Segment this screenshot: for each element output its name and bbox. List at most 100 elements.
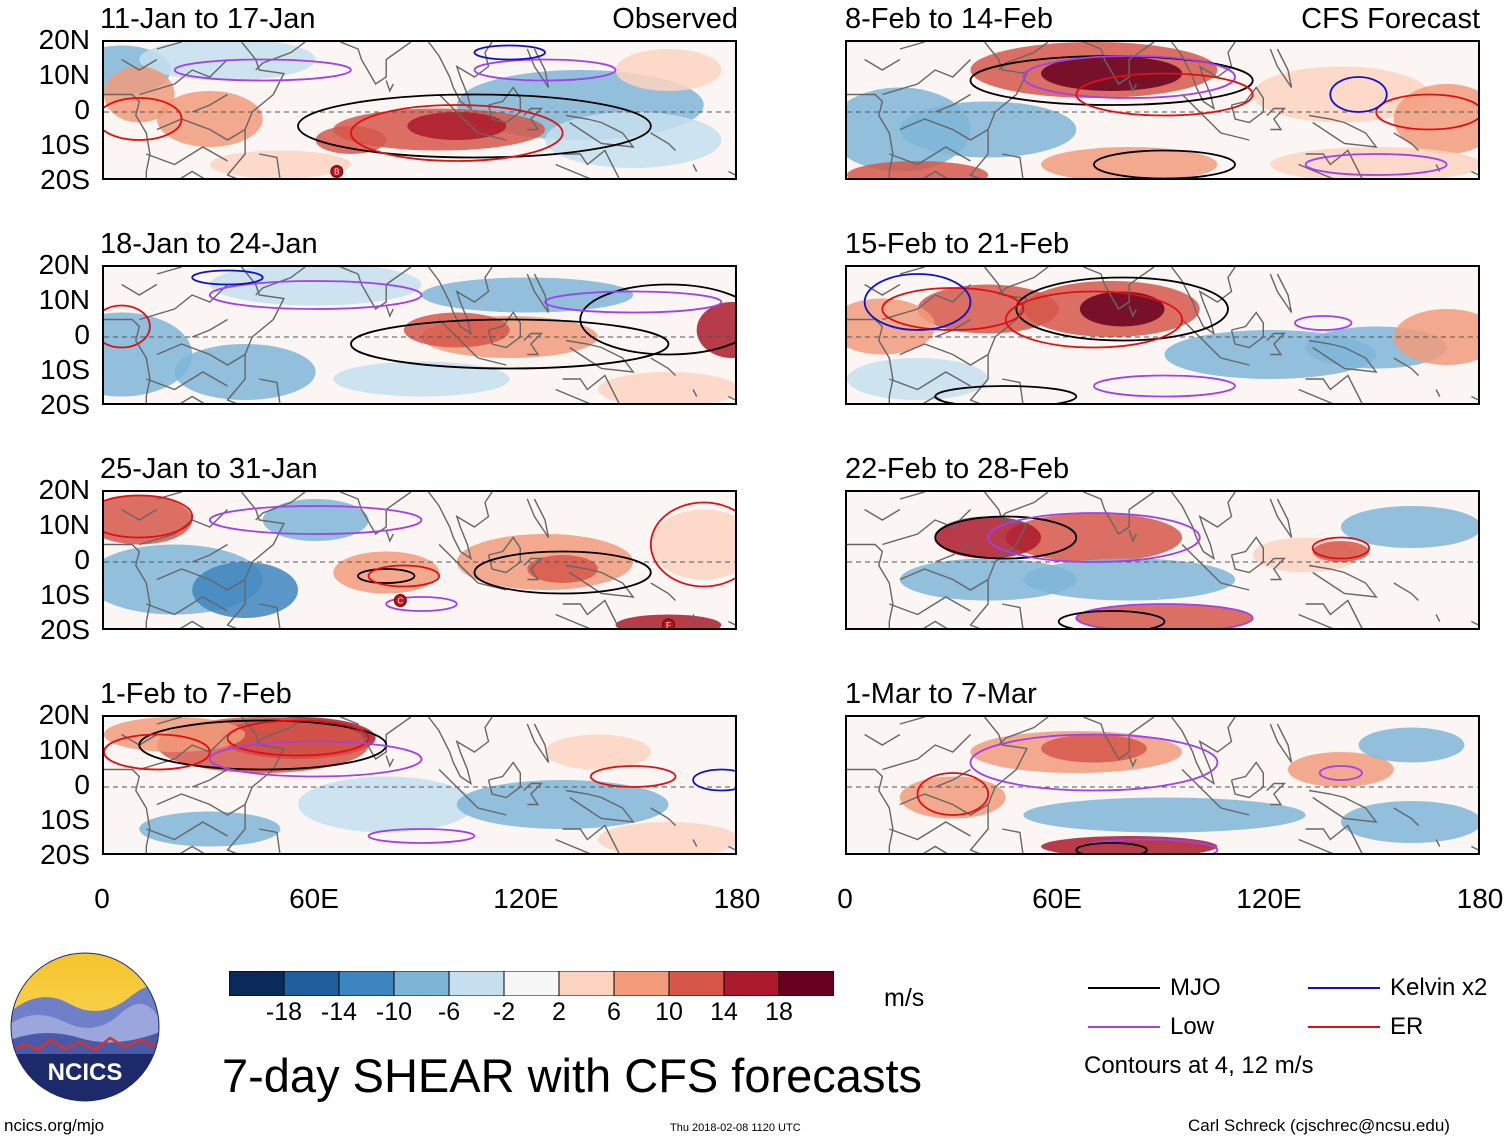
wave-contour: [579, 283, 735, 356]
coastline: [565, 789, 635, 823]
colorbar-swatch: [668, 970, 725, 997]
legend-label-er: ER: [1390, 1013, 1424, 1040]
coastline: [1471, 845, 1478, 851]
colorbar-label: -6: [437, 998, 461, 1026]
coastline: [526, 723, 550, 763]
panel-title-obs-2: 18-Jan to 24-Jan: [100, 228, 318, 260]
coastline: [1181, 319, 1222, 359]
map-panel-fc-4: [845, 715, 1480, 855]
shear-shading: [421, 277, 634, 313]
coastline: [477, 357, 507, 366]
coastline: [226, 717, 285, 853]
coastline: [1083, 267, 1155, 310]
coastline: [899, 343, 989, 366]
coastline: [1298, 824, 1363, 853]
lat-label: 20S: [40, 389, 90, 420]
legend-line-kelvin: [1308, 987, 1380, 989]
colorbar-label: -18: [265, 998, 303, 1026]
coastline: [1002, 828, 1024, 853]
wave-contour: [138, 719, 388, 771]
coastline: [1435, 389, 1441, 397]
coastline: [1298, 149, 1363, 178]
wave-contour: [104, 304, 151, 349]
wave-contour: [1075, 842, 1148, 853]
lat-label: 10N: [38, 734, 90, 765]
coastline: [899, 118, 989, 141]
lat-label: 20N: [38, 699, 90, 730]
storm-marker-label: C: [397, 597, 403, 606]
coastline: [1181, 769, 1222, 809]
shear-shading: [1023, 558, 1236, 601]
coastline: [156, 118, 246, 141]
coastline: [121, 58, 158, 71]
coastline: [555, 599, 620, 628]
shear-shading: [403, 312, 510, 348]
coastline: [1269, 498, 1293, 538]
shear-shading: [139, 42, 316, 81]
wave-contour: [473, 550, 652, 595]
coastline: [1083, 717, 1155, 760]
coastline: [1393, 807, 1419, 826]
shear-shading: [1023, 797, 1306, 833]
coastline: [565, 564, 635, 598]
coastline: [438, 319, 479, 359]
shear-shading: [333, 361, 510, 397]
coastline: [156, 42, 182, 50]
coastline: [487, 311, 521, 349]
map-fc-1: [847, 42, 1478, 178]
shear-shading: [1340, 506, 1478, 548]
map-obs-2: [104, 267, 735, 403]
footer-link[interactable]: ncics.org/mjo: [4, 1116, 105, 1135]
coastline: [864, 508, 901, 521]
coastline: [1471, 620, 1478, 626]
legend-line-low: [1088, 1026, 1160, 1028]
wave-contour: [104, 97, 183, 141]
coastline: [523, 332, 544, 356]
coastline: [922, 620, 948, 628]
lon-label: 120E: [1236, 883, 1302, 914]
coastline: [565, 339, 635, 373]
coastline: [1435, 614, 1441, 622]
shear-shading: [262, 499, 369, 541]
wave-contour: [208, 740, 423, 778]
coastline: [1171, 492, 1236, 561]
coastline: [1266, 557, 1287, 581]
wave-contour: [473, 58, 617, 82]
coastline: [1393, 357, 1419, 376]
lat-label: 20N: [38, 249, 90, 280]
colorbar-label: -10: [375, 998, 413, 1026]
legend-label-low: Low: [1170, 1013, 1215, 1040]
shear-shading: [1041, 734, 1147, 763]
lon-label: 180: [713, 883, 761, 914]
coastline: [922, 170, 948, 178]
shear-shading: [615, 49, 722, 91]
colorbar-label: -14: [320, 998, 358, 1026]
storm-marker-dot: [330, 165, 344, 178]
coastline: [889, 821, 971, 841]
storm-marker: C: [393, 594, 407, 607]
lat-label: 20N: [38, 24, 90, 55]
coastline: [523, 782, 544, 806]
coastline: [340, 42, 412, 85]
coastline: [934, 543, 971, 563]
wave-contour: [104, 733, 211, 771]
coastline: [1298, 599, 1363, 628]
coastline: [139, 284, 228, 321]
colorbar-swatch: [503, 970, 560, 997]
shear-shading: [1041, 147, 1218, 178]
map-panel-fc-2: [845, 265, 1480, 405]
coastline: [104, 768, 151, 853]
wave-contour: [1075, 72, 1254, 117]
wave-contour: [191, 269, 264, 286]
coastline: [899, 492, 925, 500]
shear-shading: [1076, 604, 1253, 628]
shear-shading: [104, 312, 193, 397]
coastline: [565, 114, 635, 148]
coastline: [139, 59, 228, 96]
coastline: [1393, 132, 1419, 151]
storm-marker-label: B: [334, 168, 339, 177]
footer-author: Carl Schreck (cjschrec@ncsu.edu): [1188, 1116, 1450, 1135]
shear-shading: [456, 780, 669, 829]
coastline: [438, 769, 479, 809]
coastline: [1181, 94, 1222, 134]
